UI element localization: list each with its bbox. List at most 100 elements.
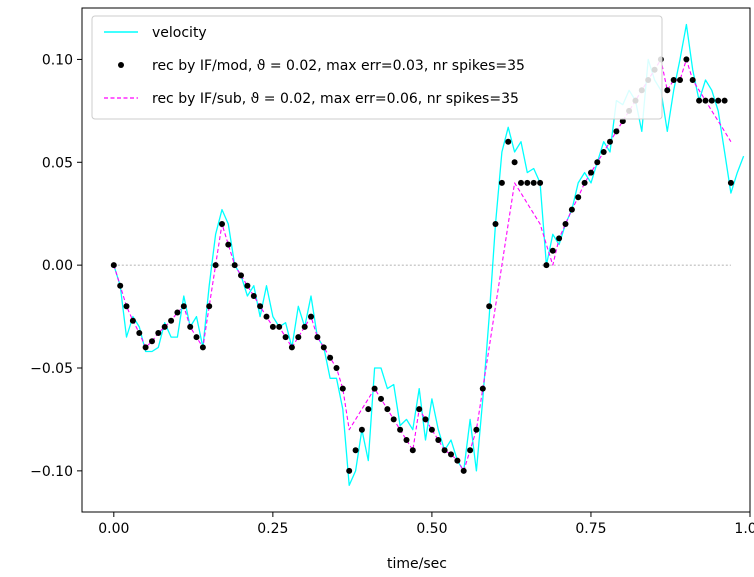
data-point-if-mod bbox=[346, 467, 353, 474]
data-point-if-mod bbox=[358, 426, 365, 433]
data-point-if-mod bbox=[282, 334, 289, 341]
data-point-if-mod bbox=[613, 128, 620, 135]
x-tick-label: 0.25 bbox=[257, 521, 288, 537]
data-point-if-mod bbox=[149, 338, 155, 345]
legend: velocity rec by IF/mod, ϑ = 0.02, max er… bbox=[91, 15, 663, 120]
data-point-if-mod bbox=[556, 235, 563, 242]
data-point-if-mod bbox=[314, 334, 321, 341]
data-point-if-mod bbox=[244, 282, 251, 289]
legend-box bbox=[91, 15, 663, 120]
legend-handle-mod bbox=[118, 62, 124, 68]
data-point-if-mod bbox=[263, 313, 270, 320]
data-point-if-mod bbox=[581, 179, 588, 186]
data-point-if-mod bbox=[117, 282, 124, 289]
x-tick-label: 1.00 bbox=[734, 521, 754, 537]
data-point-if-mod bbox=[352, 447, 359, 454]
legend-label-sub: rec by IF/sub, ϑ = 0.02, max err=0.06, n… bbox=[152, 91, 519, 107]
data-point-if-mod bbox=[518, 179, 524, 186]
axis-ticks: 0.00 0.25 0.50 0.75 1.00 −0.10 −0.05 0.00 0.05 0.… bbox=[30, 52, 754, 537]
data-point-if-mod bbox=[155, 330, 162, 336]
data-point-if-mod bbox=[327, 354, 334, 361]
data-point-if-mod bbox=[619, 118, 626, 125]
data-point-if-mod bbox=[219, 221, 225, 227]
x-axis-label: time/sec bbox=[387, 556, 447, 572]
data-point-if-mod bbox=[231, 262, 238, 269]
data-point-if-mod bbox=[390, 416, 397, 423]
data-point-if-mod bbox=[199, 344, 206, 351]
data-point-if-mod bbox=[664, 87, 671, 94]
data-point-if-mod bbox=[384, 406, 391, 413]
y-tick-label: 0.00 bbox=[42, 258, 73, 274]
data-point-if-mod bbox=[174, 309, 181, 316]
data-point-if-mod bbox=[428, 426, 435, 433]
data-point-if-mod bbox=[371, 385, 378, 392]
data-point-if-mod bbox=[193, 334, 200, 341]
y-tick-label: −0.05 bbox=[30, 361, 73, 377]
data-point-if-mod bbox=[212, 262, 219, 269]
data-point-if-mod bbox=[492, 221, 499, 227]
data-point-if-mod bbox=[696, 97, 703, 104]
data-point-if-mod bbox=[288, 344, 295, 351]
data-point-if-mod bbox=[397, 426, 404, 433]
data-point-if-mod bbox=[365, 406, 372, 413]
data-point-if-mod bbox=[486, 303, 493, 310]
legend-label-velocity: velocity bbox=[152, 25, 207, 41]
data-point-if-mod bbox=[295, 334, 302, 341]
data-point-if-mod bbox=[435, 437, 442, 443]
data-point-if-mod bbox=[339, 385, 346, 392]
data-point-if-mod bbox=[441, 447, 448, 454]
data-point-if-mod bbox=[467, 447, 474, 454]
data-point-if-mod bbox=[123, 303, 130, 310]
data-point-if-mod bbox=[594, 159, 601, 166]
data-point-if-mod bbox=[250, 293, 257, 299]
data-point-if-mod bbox=[180, 303, 187, 310]
data-point-if-mod bbox=[670, 77, 677, 83]
data-point-if-mod bbox=[607, 138, 613, 145]
data-point-if-mod bbox=[568, 206, 575, 213]
data-point-if-mod bbox=[588, 169, 594, 176]
data-point-if-mod bbox=[702, 97, 709, 104]
data-point-if-mod bbox=[129, 317, 136, 324]
data-point-if-mod bbox=[677, 77, 683, 83]
data-point-if-mod bbox=[460, 467, 467, 474]
data-point-if-mod bbox=[187, 323, 194, 330]
legend-label-mod: rec by IF/mod, ϑ = 0.02, max err=0.03, n… bbox=[152, 58, 525, 74]
data-point-if-mod bbox=[333, 365, 340, 371]
data-point-if-mod bbox=[448, 451, 454, 458]
data-point-if-mod bbox=[562, 221, 569, 227]
data-point-if-mod bbox=[161, 323, 168, 330]
data-point-if-mod bbox=[721, 97, 728, 104]
x-tick-label: 0.50 bbox=[416, 521, 447, 537]
data-point-if-mod bbox=[479, 385, 486, 392]
y-tick-label: 0.05 bbox=[42, 155, 73, 171]
data-point-if-mod bbox=[727, 179, 734, 186]
data-point-if-mod bbox=[238, 272, 244, 279]
y-tick-label: −0.10 bbox=[30, 464, 73, 480]
data-point-if-mod bbox=[110, 262, 117, 269]
data-point-if-mod bbox=[206, 303, 213, 310]
data-point-if-mod bbox=[498, 179, 505, 186]
data-point-if-mod bbox=[530, 179, 537, 186]
data-point-if-mod bbox=[454, 457, 461, 464]
data-point-if-mod bbox=[142, 344, 149, 351]
data-point-if-mod bbox=[575, 194, 582, 201]
data-point-if-mod bbox=[308, 313, 314, 320]
data-point-if-mod bbox=[600, 149, 607, 155]
data-point-if-mod bbox=[276, 323, 283, 330]
data-point-if-mod bbox=[505, 138, 512, 145]
data-point-if-mod bbox=[473, 426, 480, 433]
data-point-if-mod bbox=[168, 317, 175, 324]
x-tick-label: 0.00 bbox=[98, 521, 129, 537]
data-point-if-mod bbox=[537, 179, 544, 186]
data-point-if-mod bbox=[403, 437, 410, 443]
data-point-if-mod bbox=[708, 97, 715, 104]
axes-frame bbox=[81, 7, 751, 513]
data-point-if-mod bbox=[409, 447, 416, 454]
data-point-if-mod bbox=[511, 159, 518, 166]
data-point-if-mod bbox=[136, 330, 143, 336]
data-point-if-mod bbox=[225, 241, 232, 248]
y-tick-label: 0.10 bbox=[42, 52, 73, 68]
data-point-if-mod bbox=[543, 262, 550, 269]
data-point-if-mod bbox=[524, 179, 531, 186]
x-tick-label: 0.75 bbox=[575, 521, 606, 537]
